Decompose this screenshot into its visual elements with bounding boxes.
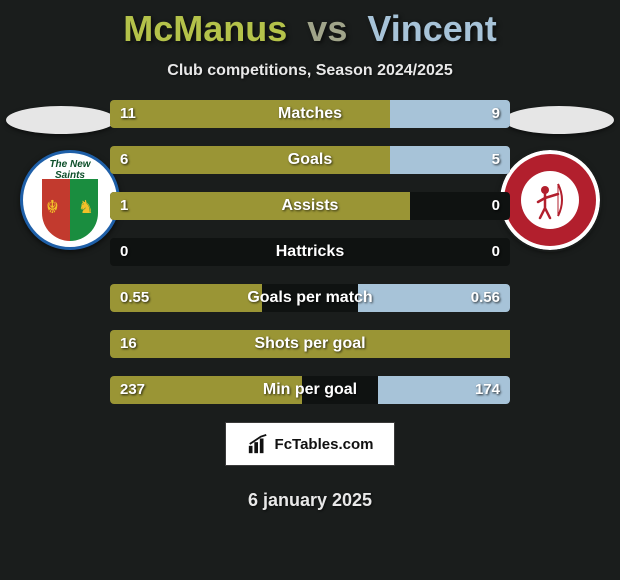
- stat-value-left: 16: [120, 330, 137, 358]
- stat-bar-left: [110, 330, 510, 358]
- stat-bar-left: [110, 192, 410, 220]
- comparison-panel: The New Saints ☬ ♞ Matches119Goal: [0, 100, 620, 404]
- saints-line1: The New: [49, 159, 90, 170]
- stat-value-right: 5: [492, 146, 500, 174]
- stat-value-right: 0: [492, 192, 500, 220]
- stat-value-right: 9: [492, 100, 500, 128]
- stat-label: Hattricks: [110, 238, 510, 266]
- stat-value-left: 11: [120, 100, 136, 128]
- stat-value-right: 174: [475, 376, 500, 404]
- saints-shield: ☬ ♞: [42, 179, 98, 241]
- stat-value-left: 6: [120, 146, 128, 174]
- saints-badge: The New Saints ☬ ♞: [20, 150, 120, 250]
- date-label: 6 january 2025: [0, 490, 620, 511]
- brand-box[interactable]: FcTables.com: [225, 422, 395, 466]
- stat-row: Assists10: [110, 192, 510, 220]
- club-badge-left: The New Saints ☬ ♞: [20, 150, 120, 250]
- stat-row: Min per goal237174: [110, 376, 510, 404]
- stat-bars: Matches119Goals65Assists10Hattricks00Goa…: [110, 100, 510, 404]
- stat-row: Goals65: [110, 146, 510, 174]
- archer-icon: [530, 180, 570, 220]
- brand-chart-icon: [247, 433, 269, 455]
- stat-row: Hattricks0 0: [110, 238, 510, 266]
- stat-row: Goals per match0.550.56: [110, 284, 510, 312]
- vs-label: vs: [307, 8, 347, 49]
- stat-bar-left: [110, 100, 390, 128]
- stat-value-left: 1: [120, 192, 128, 220]
- player2-name: Vincent: [367, 8, 496, 49]
- dragon-icon: ☬: [46, 197, 59, 218]
- player2-oval: [504, 106, 614, 134]
- subtitle: Club competitions, Season 2024/2025: [0, 62, 620, 80]
- player1-oval: [6, 106, 116, 134]
- caerleon-badge: [500, 150, 600, 250]
- stat-value-right: 0.56: [471, 284, 500, 312]
- stat-value-right: 0: [492, 238, 500, 266]
- player1-name: McManus: [123, 8, 287, 49]
- stat-value-left: 0.55: [120, 284, 149, 312]
- comparison-title: McManus vs Vincent: [0, 0, 620, 50]
- stat-value-left: 0: [120, 238, 128, 266]
- stat-row: Shots per goal16: [110, 330, 510, 358]
- saints-text-top: The New Saints: [23, 159, 117, 181]
- caerleon-inner: [521, 171, 579, 229]
- lion-icon: ♞: [78, 197, 94, 218]
- stat-value-left: 237: [120, 376, 145, 404]
- stat-row: Matches119: [110, 100, 510, 128]
- stat-bar-left: [110, 146, 390, 174]
- club-badge-right: [500, 150, 600, 250]
- brand-text: FcTables.com: [275, 436, 374, 453]
